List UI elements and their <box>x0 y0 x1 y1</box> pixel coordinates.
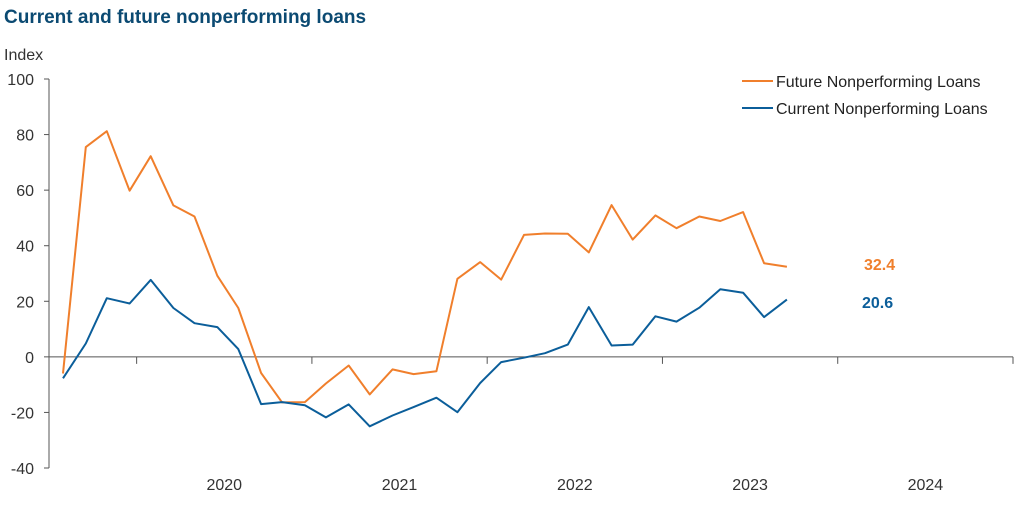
chart-title: Current and future nonperforming loans <box>4 7 367 28</box>
x-tick-label: 2021 <box>382 477 418 494</box>
y-tick-label: -20 <box>11 405 34 422</box>
end-label-future: 32.4 <box>864 257 895 274</box>
y-tick-label: 60 <box>16 183 34 200</box>
y-tick-label: -40 <box>11 461 34 478</box>
y-tick-label: 40 <box>16 239 34 256</box>
end-label-current: 20.6 <box>862 295 893 312</box>
x-axis: 2020 2021 2022 2023 2024 <box>49 356 1014 494</box>
series-line-future <box>62 130 788 404</box>
x-tick-label: 2020 <box>206 477 242 494</box>
y-tick-label: 0 <box>25 350 34 367</box>
x-tick-label: 2023 <box>732 477 768 494</box>
series-lines <box>62 130 788 428</box>
x-tick-label: 2022 <box>557 477 593 494</box>
x-tick-label: 2024 <box>908 477 944 494</box>
legend-label-future: Future Nonperforming Loans <box>776 74 981 91</box>
y-axis: -40 -20 0 20 40 60 80 100 <box>7 72 50 478</box>
y-axis-label: Index <box>4 47 43 64</box>
legend: Future Nonperforming Loans Current Nonpe… <box>742 74 988 118</box>
y-tick-label: 20 <box>16 294 34 311</box>
y-tick-label: 80 <box>16 128 34 145</box>
legend-label-current: Current Nonperforming Loans <box>776 101 988 118</box>
series-line-current <box>62 278 788 428</box>
y-tick-label: 100 <box>7 72 34 89</box>
